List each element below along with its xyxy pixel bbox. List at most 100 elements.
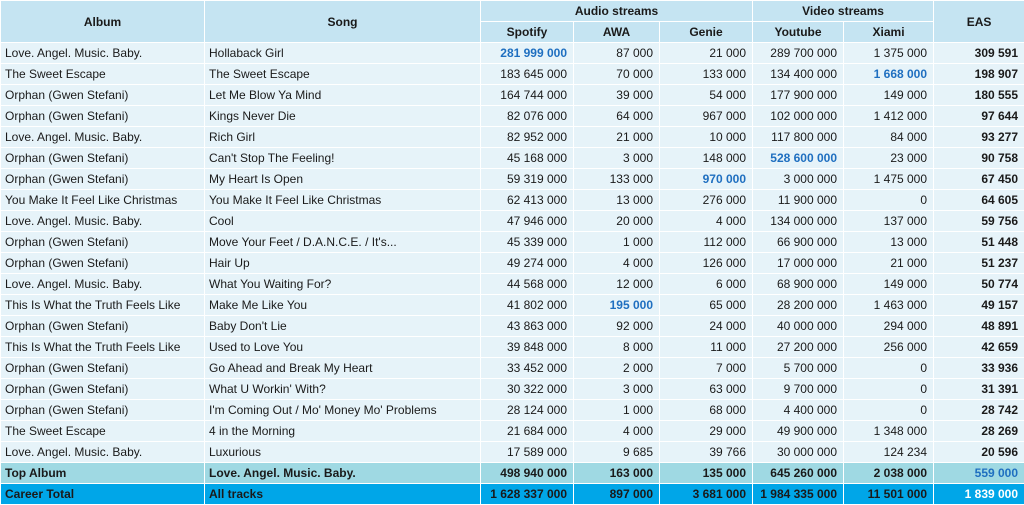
xiami-cell: 1 412 000 xyxy=(844,106,934,127)
xiami-cell: 84 000 xyxy=(844,127,934,148)
xiami-cell: 0 xyxy=(844,190,934,211)
youtube-cell: 27 200 000 xyxy=(753,337,844,358)
eas-cell: 198 907 xyxy=(934,64,1024,85)
youtube-cell: 40 000 000 xyxy=(753,316,844,337)
genie-cell: 10 000 xyxy=(660,127,753,148)
album-cell: Orphan (Gwen Stefani) xyxy=(1,253,205,274)
top-album-youtube: 645 260 000 xyxy=(753,463,844,484)
song-cell: 4 in the Morning xyxy=(205,421,481,442)
awa-cell: 13 000 xyxy=(574,190,660,211)
awa-cell: 70 000 xyxy=(574,64,660,85)
album-cell: Orphan (Gwen Stefani) xyxy=(1,400,205,421)
eas-cell: 67 450 xyxy=(934,169,1024,190)
genie-cell: 126 000 xyxy=(660,253,753,274)
awa-cell: 92 000 xyxy=(574,316,660,337)
career-total-spotify: 1 628 337 000 xyxy=(481,484,574,505)
awa-cell: 21 000 xyxy=(574,127,660,148)
table-row: Orphan (Gwen Stefani)Let Me Blow Ya Mind… xyxy=(1,85,1024,106)
awa-cell: 3 000 xyxy=(574,148,660,169)
youtube-cell: 68 900 000 xyxy=(753,274,844,295)
album-cell: Love. Angel. Music. Baby. xyxy=(1,43,205,64)
table-row: Orphan (Gwen Stefani)Go Ahead and Break … xyxy=(1,358,1024,379)
genie-cell: 967 000 xyxy=(660,106,753,127)
top-album-genie: 135 000 xyxy=(660,463,753,484)
song-cell: Baby Don't Lie xyxy=(205,316,481,337)
album-cell: The Sweet Escape xyxy=(1,64,205,85)
table-row: Love. Angel. Music. Baby.Hollaback Girl 2… xyxy=(1,43,1024,64)
eas-cell: 97 644 xyxy=(934,106,1024,127)
genie-cell: 29 000 xyxy=(660,421,753,442)
youtube-cell: 289 700 000 xyxy=(753,43,844,64)
spotify-cell: 62 413 000 xyxy=(481,190,574,211)
eas-cell: 33 936 xyxy=(934,358,1024,379)
youtube-cell: 17 000 000 xyxy=(753,253,844,274)
xiami-cell: 0 xyxy=(844,400,934,421)
genie-cell: 54 000 xyxy=(660,85,753,106)
genie-cell: 148 000 xyxy=(660,148,753,169)
header-xiami: Xiami xyxy=(844,22,934,43)
table-body: Love. Angel. Music. Baby.Hollaback Girl 2… xyxy=(1,43,1024,505)
xiami-cell: 13 000 xyxy=(844,232,934,253)
song-cell: What You Waiting For? xyxy=(205,274,481,295)
genie-cell: 24 000 xyxy=(660,316,753,337)
youtube-cell: 28 200 000 xyxy=(753,295,844,316)
xiami-cell: 0 xyxy=(844,379,934,400)
xiami-cell: 137 000 xyxy=(844,211,934,232)
genie-cell: 21 000 xyxy=(660,43,753,64)
spotify-cell: 30 322 000 xyxy=(481,379,574,400)
song-cell: Luxurious xyxy=(205,442,481,463)
genie-cell: 63 000 xyxy=(660,379,753,400)
youtube-cell: 102 000 000 xyxy=(753,106,844,127)
header-video-streams: Video streams xyxy=(753,1,934,22)
awa-cell: 195 000 xyxy=(574,295,660,316)
song-cell: Used to Love You xyxy=(205,337,481,358)
youtube-cell: 5 700 000 xyxy=(753,358,844,379)
youtube-cell: 117 800 000 xyxy=(753,127,844,148)
eas-cell: 309 591 xyxy=(934,43,1024,64)
song-cell: I'm Coming Out / Mo' Money Mo' Problems xyxy=(205,400,481,421)
song-cell: Cool xyxy=(205,211,481,232)
youtube-cell: 177 900 000 xyxy=(753,85,844,106)
genie-cell: 6 000 xyxy=(660,274,753,295)
song-cell: The Sweet Escape xyxy=(205,64,481,85)
song-cell: Make Me Like You xyxy=(205,295,481,316)
awa-cell: 12 000 xyxy=(574,274,660,295)
spotify-cell: 33 452 000 xyxy=(481,358,574,379)
song-cell: You Make It Feel Like Christmas xyxy=(205,190,481,211)
song-cell: My Heart Is Open xyxy=(205,169,481,190)
album-cell: This Is What the Truth Feels Like xyxy=(1,295,205,316)
eas-cell: 28 742 xyxy=(934,400,1024,421)
top-album-label: Top Album xyxy=(1,463,205,484)
top-album-row: Top Album Love. Angel. Music. Baby. 498 … xyxy=(1,463,1024,484)
eas-cell: 51 237 xyxy=(934,253,1024,274)
spotify-cell: 44 568 000 xyxy=(481,274,574,295)
spotify-cell: 28 124 000 xyxy=(481,400,574,421)
eas-cell: 50 774 xyxy=(934,274,1024,295)
genie-cell: 7 000 xyxy=(660,358,753,379)
spotify-cell: 59 319 000 xyxy=(481,169,574,190)
header-song: Song xyxy=(205,1,481,43)
youtube-cell: 9 700 000 xyxy=(753,379,844,400)
eas-cell: 59 756 xyxy=(934,211,1024,232)
career-total-row: Career Total All tracks 1 628 337 000 89… xyxy=(1,484,1024,505)
header-genie: Genie xyxy=(660,22,753,43)
xiami-cell: 149 000 xyxy=(844,85,934,106)
awa-cell: 9 685 xyxy=(574,442,660,463)
spotify-cell: 17 589 000 xyxy=(481,442,574,463)
song-cell: Go Ahead and Break My Heart xyxy=(205,358,481,379)
spotify-cell: 39 848 000 xyxy=(481,337,574,358)
spotify-cell: 21 684 000 xyxy=(481,421,574,442)
song-cell: Hollaback Girl xyxy=(205,43,481,64)
header-audio-streams: Audio streams xyxy=(481,1,753,22)
xiami-cell: 0 xyxy=(844,358,934,379)
album-cell: Orphan (Gwen Stefani) xyxy=(1,316,205,337)
xiami-cell: 1 668 000 xyxy=(844,64,934,85)
spotify-cell: 43 863 000 xyxy=(481,316,574,337)
eas-cell: 49 157 xyxy=(934,295,1024,316)
header-eas: EAS xyxy=(934,1,1024,43)
xiami-cell: 21 000 xyxy=(844,253,934,274)
